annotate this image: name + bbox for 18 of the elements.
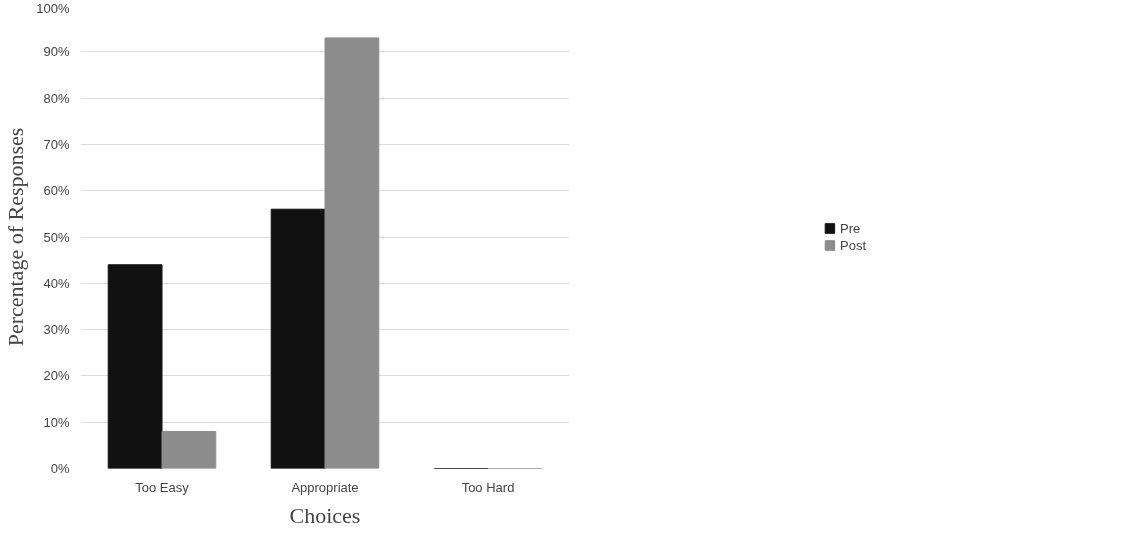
legend-label: Post — [839, 237, 867, 253]
y-tick-label: 10% — [43, 414, 70, 430]
legend-label: Pre — [839, 220, 861, 236]
y-tick-label: 60% — [43, 183, 70, 199]
y-axis-title: Percentage of Responses — [3, 127, 29, 347]
x-tick-label: Too Easy — [135, 479, 190, 495]
y-tick-label: 70% — [43, 136, 70, 152]
x-tick-label: Too Hard — [461, 479, 515, 495]
x-axis-title: Choices — [289, 502, 361, 528]
y-tick-label: 30% — [43, 322, 70, 338]
y-tick-label: 50% — [43, 229, 70, 245]
x-tick-label: Appropriate — [291, 479, 359, 495]
y-tick-label: 20% — [43, 368, 70, 384]
y-tick-label: 0% — [50, 461, 70, 476]
y-tick-label: 80% — [43, 90, 70, 106]
y-tick-label: 100% — [36, 0, 70, 16]
y-tick-label: 90% — [43, 44, 70, 60]
y-tick-label: 40% — [43, 275, 70, 291]
